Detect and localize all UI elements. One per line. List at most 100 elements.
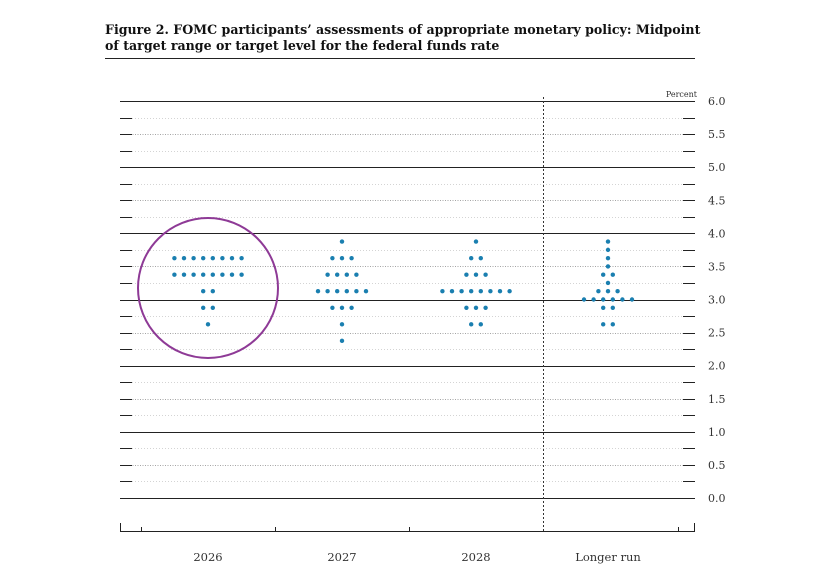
dot-point — [629, 297, 635, 302]
dot-point — [605, 239, 611, 244]
dot-point — [605, 264, 611, 269]
dot-point — [339, 239, 345, 244]
dot-point — [605, 255, 611, 261]
dot-point — [354, 272, 359, 277]
dot-point — [239, 255, 244, 261]
dot-point — [339, 322, 345, 327]
axes — [120, 97, 695, 532]
dot-point — [605, 280, 611, 286]
dot-point — [172, 272, 177, 277]
dot-point — [325, 272, 330, 277]
dot-point — [605, 247, 611, 253]
dot-point — [344, 289, 349, 294]
dot-point — [507, 289, 512, 294]
dot-point — [605, 289, 611, 294]
dot-point — [363, 289, 369, 294]
y-tick-label: 1.0 — [708, 426, 726, 439]
dot-point — [220, 255, 225, 261]
dot-point — [191, 272, 196, 277]
dot-point — [210, 305, 215, 310]
dot-point — [464, 305, 469, 310]
dot-point — [220, 272, 225, 277]
dot-point — [478, 289, 483, 294]
dot-point — [315, 289, 321, 294]
dot-point — [201, 305, 206, 310]
labels-layer: 0.0 0.5 1.0 1.5 2.0 2.5 3.0 3.5 4.0 4.5 5.0 5.5 6.0 P… — [193, 90, 725, 564]
dot-point — [201, 255, 206, 261]
y-tick-label: 4.5 — [708, 194, 726, 207]
dot-point — [620, 297, 625, 302]
dot-point — [469, 255, 474, 261]
y-tick-label: 6.0 — [708, 95, 726, 108]
dot-point — [239, 272, 244, 277]
dot-point — [601, 297, 606, 302]
dot-point — [349, 255, 354, 261]
dot-point — [181, 272, 187, 277]
dot-point — [615, 289, 620, 294]
dot-point — [201, 272, 206, 277]
y-tick-label: 2.5 — [708, 327, 726, 340]
dot-point — [354, 289, 359, 294]
dot-point — [449, 289, 455, 294]
dot-point — [325, 289, 330, 294]
dot-point — [464, 272, 469, 277]
dot-point — [469, 322, 474, 327]
dot-point — [601, 322, 606, 327]
x-category-label: 2026 — [193, 550, 222, 564]
y-tick-label: 5.5 — [708, 128, 726, 141]
dot-point — [610, 297, 615, 302]
dot-point — [473, 305, 479, 310]
dot-point — [483, 305, 488, 310]
x-category-label: 2028 — [461, 550, 490, 564]
dot-point — [210, 272, 215, 277]
dot-point — [459, 289, 464, 294]
y-tick-label: 4.0 — [708, 227, 726, 240]
y-tick-label: 0.0 — [708, 492, 726, 505]
dot-point — [339, 255, 345, 261]
dot-point — [473, 272, 479, 277]
y-tick-label: 0.5 — [708, 459, 726, 472]
dot-point — [335, 272, 340, 277]
dot-point — [330, 305, 335, 310]
dot-point — [349, 305, 354, 310]
dot-point — [335, 289, 340, 294]
dot-point — [205, 322, 211, 327]
dot-point — [610, 322, 615, 327]
dot-point — [172, 255, 177, 261]
y-tick-label: 1.5 — [708, 393, 726, 406]
dot-point — [469, 289, 474, 294]
y-tick-label: 5.0 — [708, 161, 726, 174]
dot-point — [591, 297, 596, 302]
dot-point — [181, 255, 187, 261]
dot-point — [478, 322, 483, 327]
dot-point — [191, 255, 196, 261]
y-tick-label: 3.5 — [708, 260, 726, 273]
title-rule — [105, 58, 695, 59]
dots-layer — [137, 217, 635, 359]
dot-point — [229, 272, 235, 277]
dot-point — [596, 289, 601, 294]
dot-point — [610, 305, 615, 310]
x-category-label: Longer run — [575, 550, 641, 564]
x-category-label: 2027 — [327, 550, 356, 564]
dot-point — [339, 338, 345, 344]
dot-point — [229, 255, 235, 261]
dot-point — [478, 255, 483, 261]
dot-point — [210, 255, 215, 261]
dot-point — [201, 289, 206, 294]
dot-point — [488, 289, 493, 294]
dot-point — [610, 272, 615, 277]
dot-point — [581, 297, 587, 302]
dot-point — [497, 289, 503, 294]
y-tick-label: 2.0 — [708, 360, 726, 373]
dot-point — [473, 239, 479, 244]
dot-point — [440, 289, 445, 294]
dot-point — [601, 305, 606, 310]
dot-point — [344, 272, 349, 277]
dot-point — [330, 255, 335, 261]
dot-point — [210, 289, 215, 294]
highlight-circle — [137, 217, 279, 359]
chart-title: Figure 2. FOMC participants’ assessments… — [105, 22, 701, 53]
dot-point — [601, 272, 606, 277]
